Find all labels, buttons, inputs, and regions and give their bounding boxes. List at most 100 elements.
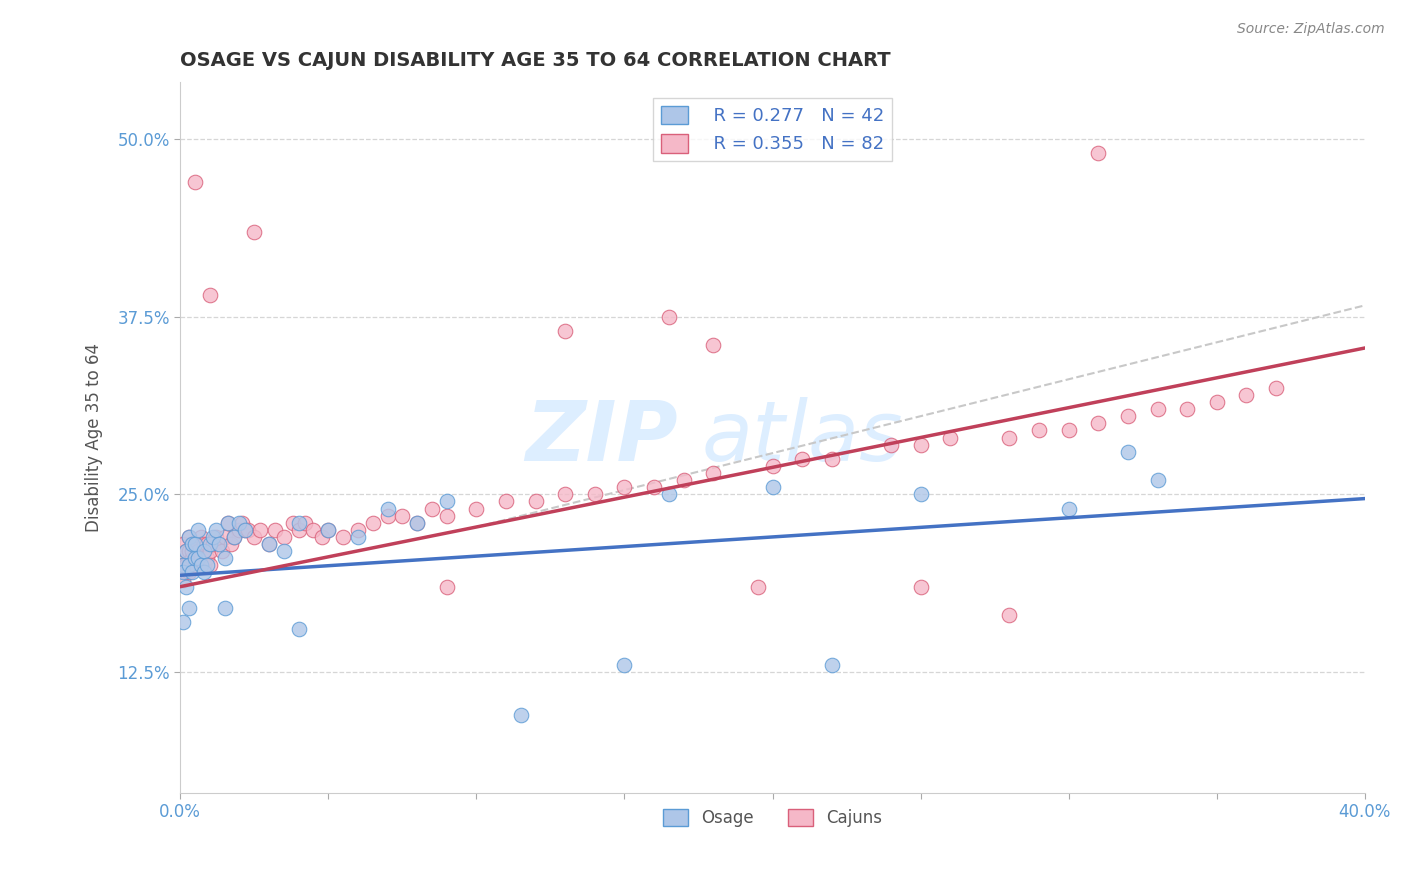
Text: Source: ZipAtlas.com: Source: ZipAtlas.com (1237, 22, 1385, 37)
Point (184, 537, 207, 551)
Point (1087, 417, 1109, 431)
Point (179, 544, 201, 558)
Point (208, 537, 231, 551)
Point (217, 516, 239, 530)
Point (273, 544, 295, 558)
Point (658, 310, 681, 324)
Point (184, 558, 207, 573)
Point (1057, 501, 1080, 516)
Point (420, 501, 443, 516)
Point (1146, 473, 1168, 487)
Point (377, 508, 399, 523)
Point (311, 530, 333, 544)
Point (172, 558, 194, 573)
Point (658, 487, 681, 501)
Point (193, 544, 215, 558)
Point (318, 523, 340, 537)
Point (998, 608, 1021, 623)
Point (211, 544, 233, 558)
Point (910, 437, 932, 451)
Point (179, 558, 201, 573)
Point (181, 551, 204, 566)
Point (747, 580, 769, 594)
Point (181, 537, 204, 551)
Point (201, 537, 224, 551)
Point (264, 523, 287, 537)
Point (201, 530, 224, 544)
Point (702, 466, 724, 480)
Point (1265, 381, 1288, 395)
Point (249, 523, 271, 537)
Point (672, 473, 695, 487)
Point (287, 523, 309, 537)
Point (391, 508, 413, 523)
Point (294, 516, 316, 530)
Point (179, 530, 201, 544)
Point (214, 530, 236, 544)
Point (910, 487, 932, 501)
Point (792, 451, 814, 466)
Point (238, 523, 260, 537)
Point (235, 523, 257, 537)
Point (880, 437, 903, 451)
Point (179, 601, 201, 615)
Point (939, 430, 962, 444)
Point (509, 707, 531, 722)
Point (273, 530, 295, 544)
Point (235, 523, 257, 537)
Point (208, 537, 231, 551)
Point (1205, 395, 1227, 409)
Point (181, 544, 204, 558)
Point (1087, 146, 1109, 161)
Point (179, 558, 201, 573)
Point (187, 537, 209, 551)
Point (222, 530, 245, 544)
Point (179, 530, 201, 544)
Y-axis label: Disability Age 35 to 64: Disability Age 35 to 64 (86, 343, 103, 532)
Point (217, 516, 239, 530)
Point (193, 537, 215, 551)
Point (281, 516, 304, 530)
Point (643, 480, 665, 494)
Point (172, 615, 194, 630)
Point (184, 175, 207, 189)
Point (436, 580, 458, 594)
Point (287, 516, 309, 530)
Point (214, 551, 236, 566)
Point (583, 487, 606, 501)
Point (214, 601, 236, 615)
Point (204, 523, 226, 537)
Point (1057, 424, 1080, 438)
Point (436, 508, 458, 523)
Point (190, 551, 212, 566)
Point (195, 558, 218, 573)
Point (181, 537, 204, 551)
Point (187, 551, 209, 566)
Point (998, 430, 1021, 444)
Point (172, 537, 194, 551)
Point (195, 537, 218, 551)
Point (179, 566, 201, 580)
Point (174, 566, 197, 580)
Point (187, 544, 209, 558)
Point (243, 225, 266, 239)
Point (377, 501, 399, 516)
Point (198, 537, 221, 551)
Point (761, 480, 783, 494)
Text: atlas: atlas (702, 397, 903, 478)
Text: OSAGE VS CAJUN DISABILITY AGE 35 TO 64 CORRELATION CHART: OSAGE VS CAJUN DISABILITY AGE 35 TO 64 C… (180, 51, 891, 70)
Point (495, 494, 517, 508)
Point (821, 657, 844, 672)
Point (172, 573, 194, 587)
Point (172, 558, 194, 573)
Point (436, 494, 458, 508)
Point (243, 530, 266, 544)
Point (174, 544, 197, 558)
Point (287, 622, 309, 636)
Point (554, 487, 576, 501)
Point (554, 324, 576, 338)
Point (184, 537, 207, 551)
Point (406, 516, 429, 530)
Point (228, 516, 250, 530)
Point (1234, 388, 1257, 402)
